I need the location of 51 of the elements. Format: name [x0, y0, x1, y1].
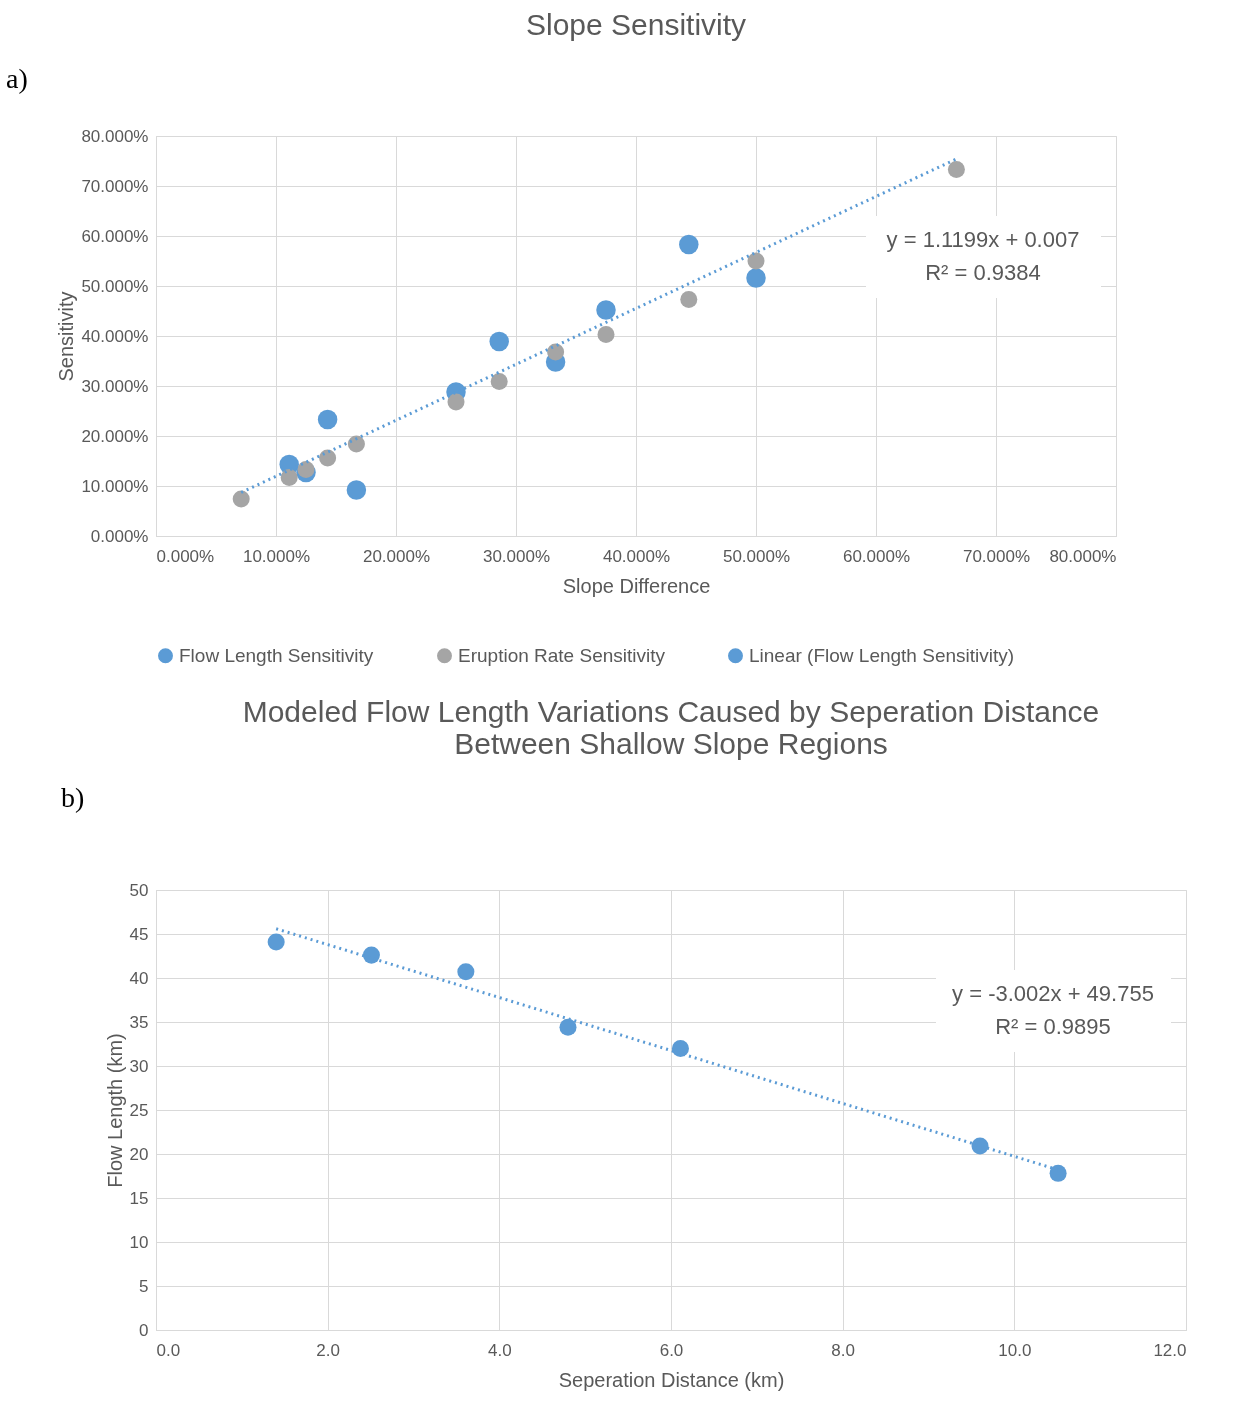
x-tick-label: 30.000%: [482, 546, 551, 566]
x-tick-label: 10.000%: [242, 546, 311, 566]
y-tick-label: 20: [129, 1144, 149, 1164]
y-tick-label: 50.000%: [81, 276, 149, 296]
y-axis-title: Sensitivity: [55, 291, 78, 382]
x-tick-label: 6.0: [659, 1340, 684, 1360]
chart-title: Slope Sensitivity: [525, 8, 747, 41]
x-tick-label: 70.000%: [962, 546, 1031, 566]
legend-label: Flow Length Sensitivity: [179, 644, 374, 666]
x-tick-label: 8.0: [831, 1340, 855, 1360]
y-tick-label: 50: [129, 880, 149, 900]
legend-label: Linear (Flow Length Sensitivity): [749, 644, 1015, 666]
y-tick-label: 5: [139, 1276, 149, 1296]
x-tick-label: 50.000%: [722, 546, 791, 566]
y-tick-label: 20.000%: [81, 426, 149, 446]
x-tick-label: 10.0: [998, 1340, 1032, 1360]
x-tick-label: 0.0: [156, 1340, 181, 1360]
y-tick-label: 25: [129, 1100, 149, 1120]
y-tick-label: 40.000%: [81, 326, 149, 346]
y-tick-label: 30.000%: [81, 376, 149, 396]
y-tick-label: 10.000%: [81, 476, 149, 496]
y-axis-title: Flow Length (km): [103, 1033, 126, 1188]
y-tick-label: 70.000%: [81, 176, 149, 196]
x-tick-label: 4.0: [488, 1340, 512, 1360]
y-tick-label: 10: [129, 1232, 149, 1252]
y-tick-label: 35: [129, 1012, 149, 1032]
text: a): [6, 63, 28, 94]
x-tick-label: 0.000%: [156, 546, 215, 566]
x-tick-label: 20.000%: [362, 546, 431, 566]
annotation: R² = 0.9895: [995, 1014, 1111, 1039]
x-axis-title: Seperation Distance (km): [558, 1368, 785, 1391]
x-tick-label: 80.000%: [1049, 546, 1117, 566]
x-tick-label: 60.000%: [842, 546, 911, 566]
y-tick-label: 0: [139, 1320, 149, 1340]
chart-title: Modeled Flow Length Variations Caused by Seperation Distance Between Shallow Slope Regions: [242, 695, 1100, 760]
annotation: R² = 0.9384: [925, 260, 1041, 285]
y-tick-label: 0.000%: [90, 526, 149, 546]
x-axis-title: Slope Difference: [562, 574, 711, 597]
y-tick-label: 30: [129, 1056, 149, 1076]
x-tick-label: 40.000%: [602, 546, 671, 566]
x-tick-label: 2.0: [316, 1340, 340, 1360]
y-tick-label: 80.000%: [81, 126, 149, 146]
text: b): [61, 782, 85, 813]
x-tick-label: 12.0: [1153, 1340, 1187, 1360]
legend-label: Eruption Rate Sensitivity: [458, 644, 666, 666]
annotation: y = 1.1199x + 0.007: [886, 227, 1080, 252]
y-tick-label: 40: [129, 968, 149, 988]
annotation: y = -3.002x + 49.755: [952, 981, 1154, 1006]
y-tick-label: 60.000%: [81, 226, 149, 246]
y-tick-label: 45: [129, 924, 149, 944]
y-tick-label: 15: [129, 1188, 149, 1208]
